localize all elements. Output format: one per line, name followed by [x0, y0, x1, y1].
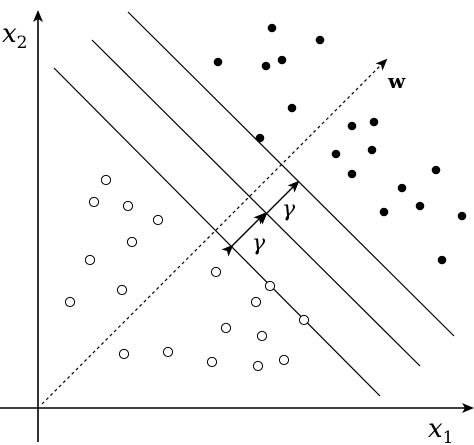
- hollow-point: [122, 200, 134, 212]
- filled-point: [255, 133, 265, 143]
- upper-gamma-label: γ: [282, 197, 296, 222]
- hollow-point: [250, 296, 262, 308]
- hollow-point: [100, 174, 112, 186]
- lower-margin-arrow: [221, 212, 266, 257]
- filled-point: [277, 55, 287, 65]
- filled-point: [367, 145, 377, 155]
- filled-point: [315, 35, 325, 45]
- filled-point: [347, 121, 357, 131]
- filled-point: [261, 61, 271, 71]
- filled-point: [415, 201, 425, 211]
- hollow-point: [126, 236, 138, 248]
- hollow-point: [264, 280, 276, 292]
- lower-gamma-label: γ: [252, 231, 266, 256]
- hollow-point: [152, 214, 164, 226]
- hollow-points: [64, 174, 310, 372]
- y-axis-label: x2: [2, 19, 28, 53]
- hollow-point: [206, 356, 218, 368]
- hollow-point: [210, 266, 222, 278]
- upper-margin-line: [127, 11, 455, 337]
- hollow-point: [298, 314, 310, 326]
- hollow-point: [64, 296, 76, 308]
- filled-point: [369, 117, 379, 127]
- filled-point: [213, 57, 223, 67]
- hollow-point: [256, 330, 268, 342]
- hollow-point: [252, 360, 264, 372]
- w-direction-line: [41, 58, 388, 405]
- filled-point: [437, 255, 447, 265]
- hollow-point: [84, 254, 96, 266]
- filled-point: [457, 211, 467, 221]
- x-axis-label: x1: [428, 414, 454, 445]
- filled-point: [267, 23, 277, 33]
- filled-point: [347, 169, 357, 179]
- decision-boundary-line: [91, 39, 421, 367]
- hollow-point: [162, 346, 174, 358]
- filled-point: [379, 207, 389, 217]
- filled-points: [213, 23, 467, 265]
- hollow-point: [88, 196, 100, 208]
- hollow-point: [278, 354, 290, 366]
- hollow-point: [118, 348, 130, 360]
- w-label: w: [387, 69, 406, 93]
- filled-point: [397, 183, 407, 193]
- upper-margin-arrow: [255, 180, 300, 225]
- hollow-point: [116, 284, 128, 296]
- lower-margin-line: [53, 67, 381, 397]
- hollow-point: [220, 322, 232, 334]
- filled-point: [431, 165, 441, 175]
- filled-point: [287, 103, 297, 113]
- filled-point: [331, 149, 341, 159]
